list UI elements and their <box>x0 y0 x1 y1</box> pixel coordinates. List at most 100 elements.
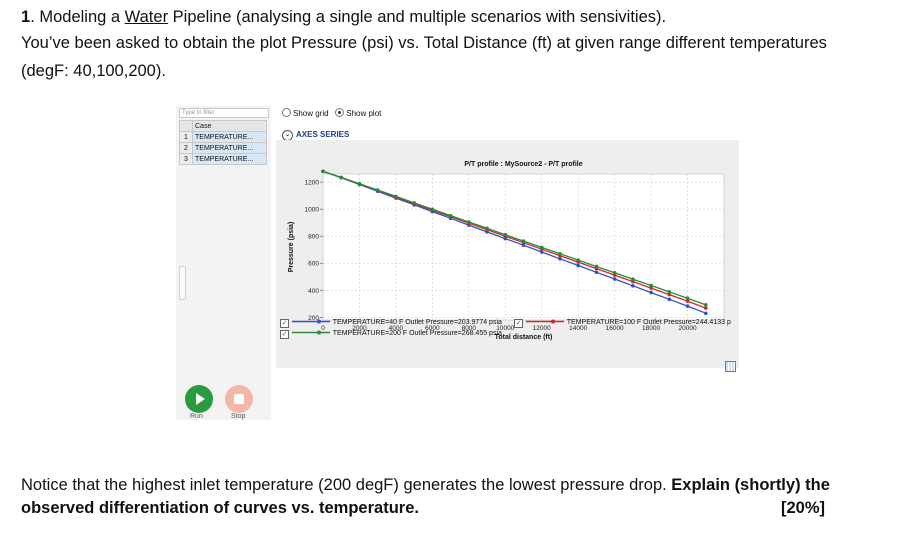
legend-label-40: TEMPERATURE=40 F Outlet Pressure=203.977… <box>332 319 502 326</box>
show-plot-label: Show plot <box>346 109 382 118</box>
data-point-0 <box>576 263 580 268</box>
chart-title: P/T profile : MySource2 - P/T profile <box>464 161 582 168</box>
data-point-0 <box>667 297 672 302</box>
data-point-2 <box>576 258 580 262</box>
x-axis-label: Total distance (ft) <box>495 334 553 341</box>
title-part-2: Pipeline (analysing a single and multipl… <box>168 8 667 26</box>
filter-input[interactable]: Type to filter <box>179 108 269 118</box>
title-underlined: Water <box>124 8 169 26</box>
data-point-2 <box>412 201 416 205</box>
data-point-2 <box>467 220 471 224</box>
x-tick-label: 14000 <box>569 325 587 332</box>
question-title: 1. Modeling a Water Pipeline (analysing … <box>21 6 666 28</box>
data-point-2 <box>339 175 344 180</box>
table-row[interactable]: 1 TEMPERATURE... <box>179 131 267 143</box>
question-number: 1 <box>21 8 31 26</box>
x-tick-label: 2000 <box>352 325 367 332</box>
run-button[interactable] <box>185 385 213 413</box>
x-tick-label: 10000 <box>496 325 514 332</box>
x-tick-label: 8000 <box>462 325 477 332</box>
table-row[interactable]: 2 TEMPERATURE... <box>179 142 267 154</box>
data-point-2 <box>631 277 635 281</box>
legend-entry-40[interactable]: ✓ TEMPERATURE=40 F Outlet Pressure=203.9… <box>280 318 502 328</box>
data-point-2 <box>667 290 672 294</box>
series-line-2 <box>322 170 707 306</box>
data-point-2 <box>612 271 617 275</box>
y-tick-label: 200 <box>308 315 319 322</box>
y-axis-label: Pressure (psia) <box>288 222 295 273</box>
data-point-0 <box>539 250 544 254</box>
note-line-1: Notice that the highest inlet temperatur… <box>21 474 830 496</box>
legend-line-40-icon <box>291 319 330 324</box>
data-point-0 <box>558 256 562 261</box>
data-point-0 <box>703 311 708 316</box>
x-tick-label: 18000 <box>642 325 660 332</box>
data-point-0 <box>612 277 617 281</box>
question-line-2: You’ve been asked to obtain the plot Pre… <box>21 34 827 52</box>
legend-checkbox-icon[interactable]: ✓ <box>280 319 289 328</box>
show-plot-radio[interactable] <box>335 108 345 117</box>
legend-line-200-icon <box>291 330 330 335</box>
x-tick-label: 6000 <box>425 325 440 332</box>
legend-label-100: TEMPERATURE=100 F Outlet Pressure=244.41… <box>566 319 731 326</box>
data-point-2 <box>558 251 562 256</box>
y-tick-label: 400 <box>308 288 319 295</box>
x-tick-label: 16000 <box>606 325 624 332</box>
note-plain: Notice that the highest inlet temperatur… <box>21 476 672 494</box>
app-screenshot: Type to filter Case 1 TEMPERATURE... 2 TEM… <box>176 106 739 420</box>
data-point-0 <box>594 270 599 275</box>
data-point-2 <box>521 239 526 243</box>
data-point-2 <box>357 181 362 186</box>
question-line-3: (degF: 40,100,200). <box>21 62 166 80</box>
legend-line-100-icon <box>525 319 564 324</box>
data-point-0 <box>649 290 653 295</box>
legend-checkbox-icon[interactable]: ✓ <box>514 319 523 328</box>
y-tick-label: 1000 <box>305 207 320 214</box>
y-tick-label: 600 <box>308 261 319 268</box>
legend-label-200: TEMPERATURE=200 F Outlet Pressure=268.45… <box>332 330 502 337</box>
legend-entry-200[interactable]: ✓ TEMPERATURE=200 F Outlet Pressure=268.… <box>280 329 502 339</box>
data-point-0 <box>685 304 690 308</box>
corner-cell <box>179 120 193 132</box>
legend-entry-100[interactable]: ✓ TEMPERATURE=100 F Outlet Pressure=244.… <box>514 318 731 328</box>
case-panel: Type to filter Case 1 TEMPERATURE... 2 TEM… <box>176 106 271 420</box>
axes-series-label: AXES SERIES <box>296 130 350 139</box>
note-line-2: observed differentiation of curves vs. t… <box>21 497 419 519</box>
stop-button[interactable] <box>225 385 253 413</box>
table-view-icon[interactable] <box>725 361 736 372</box>
data-point-0 <box>631 283 635 288</box>
data-point-2 <box>430 207 435 212</box>
x-tick-label: 20000 <box>679 325 697 332</box>
data-point-2 <box>394 194 398 199</box>
note-bold-2: observed differentiation of curves vs. t… <box>21 499 419 517</box>
y-tick-label: 800 <box>308 234 319 241</box>
view-options: Show grid Show plot <box>282 108 381 119</box>
data-point-2 <box>485 226 489 231</box>
data-point-0 <box>521 243 526 248</box>
x-tick-label: 0 <box>321 325 325 332</box>
plot-area: 200 400 600 800 1000 1200 0 2000 4000 6000 8000 100… <box>276 140 739 368</box>
data-point-1 <box>667 292 672 297</box>
title-part-1: . Modeling a <box>30 8 125 26</box>
data-point-2 <box>685 296 690 301</box>
data-point-2 <box>503 232 508 237</box>
y-tick-label: 1200 <box>305 180 320 187</box>
data-point-2 <box>594 264 599 269</box>
table-row[interactable]: 3 TEMPERATURE... <box>179 153 267 165</box>
show-grid-radio[interactable] <box>282 108 291 117</box>
run-label: Run <box>190 413 203 420</box>
case-header: Case <box>192 120 267 132</box>
scroll-handle[interactable] <box>179 266 186 300</box>
data-point-2 <box>448 213 453 218</box>
legend-checkbox-icon[interactable]: ✓ <box>280 330 289 339</box>
stop-label: Stop <box>231 413 246 420</box>
data-point-1 <box>703 306 708 310</box>
data-point-1 <box>685 299 690 303</box>
series-line-0 <box>322 170 707 314</box>
data-point-2 <box>539 245 544 250</box>
marks-label: [20%] <box>780 499 825 517</box>
data-point-2 <box>375 188 380 192</box>
data-point-2 <box>703 303 708 307</box>
case-table: Case 1 TEMPERATURE... 2 TEMPERATURE... 3 TE… <box>179 120 267 165</box>
